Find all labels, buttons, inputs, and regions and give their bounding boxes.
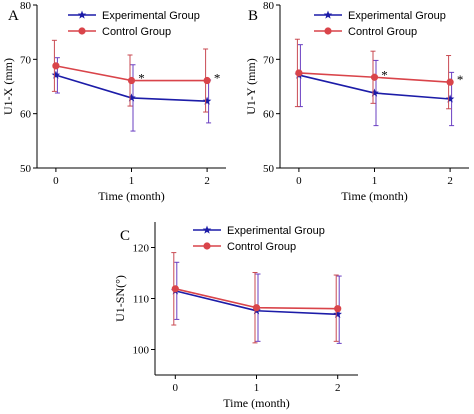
data-point-star	[445, 94, 455, 103]
series-control	[51, 39, 211, 113]
y-tick-label: 70	[20, 54, 32, 66]
y-tick-label: 60	[20, 109, 32, 121]
legend-circle-icon	[203, 242, 211, 250]
data-point-circle	[52, 62, 60, 70]
legend-star-icon	[77, 10, 87, 19]
y-tick-label: 80	[263, 0, 275, 12]
y-axis-title: U1-Y (mm)	[244, 58, 258, 115]
x-tick-label: 1	[372, 175, 378, 187]
legend: Experimental Group Control Group	[314, 10, 446, 38]
series-experimental	[51, 57, 212, 132]
series-control	[171, 252, 342, 344]
series-experimental	[294, 44, 455, 127]
data-point-star	[370, 88, 379, 97]
series-experimental	[171, 261, 342, 344]
chart-panel-b: 50 60 70 80 0 1 2 Time (month) U1-Y (mm) B * * Exper…	[244, 0, 469, 203]
data-point-circle	[252, 304, 261, 312]
legend-star-icon	[323, 10, 333, 19]
x-axis-title: Time (month)	[341, 189, 408, 203]
legend-label-experimental: Experimental Group	[227, 225, 325, 237]
chart-panel-c: 100 110 120 0 1 2 Time (month) U1-SN(°) C Experim…	[113, 222, 358, 410]
x-tick-label: 2	[204, 175, 210, 187]
y-tick-label: 80	[20, 0, 32, 12]
panel-letter: C	[120, 228, 130, 244]
y-tick-label: 60	[263, 109, 275, 121]
data-point-circle	[203, 76, 211, 85]
chart-panel-a: 50 60 70 80 0 1 2 Time (month) U1-X (mm) A * * Exper…	[1, 0, 226, 203]
x-tick-label: 0	[53, 175, 59, 187]
y-tick-label: 120	[133, 243, 150, 255]
y-axis-title: U1-X (mm)	[1, 58, 15, 115]
x-tick-label: 1	[254, 382, 260, 394]
x-axis-title: Time (month)	[223, 396, 290, 410]
y-tick-label: 50	[263, 163, 275, 175]
legend-label-control: Control Group	[348, 26, 417, 38]
x-tick-label: 2	[335, 382, 341, 394]
data-point-star	[127, 93, 136, 102]
data-point-circle	[171, 285, 179, 293]
data-point-star	[51, 70, 61, 79]
data-point-star	[333, 309, 342, 318]
legend: Experimental Group Control Group	[193, 225, 325, 253]
y-tick-label: 50	[20, 163, 32, 175]
legend-star-icon	[202, 225, 212, 234]
x-tick-label: 0	[296, 175, 302, 187]
data-point-circle	[446, 78, 454, 86]
series-control	[294, 38, 454, 110]
legend: Experimental Group Control Group	[68, 10, 200, 38]
significance-marker: *	[214, 71, 221, 86]
y-tick-label: 110	[133, 294, 150, 306]
x-axis-title: Time (month)	[98, 189, 165, 203]
legend-label-experimental: Experimental Group	[348, 10, 446, 22]
data-point-circle	[295, 69, 303, 77]
data-point-circle	[370, 73, 379, 81]
panel-letter: B	[248, 8, 258, 24]
panel-letter: A	[8, 8, 19, 24]
y-tick-label: 100	[133, 345, 150, 357]
x-tick-label: 1	[129, 175, 135, 187]
data-point-circle	[127, 76, 136, 85]
significance-marker: *	[457, 72, 464, 87]
legend-circle-icon	[78, 27, 86, 35]
data-point-star	[202, 96, 212, 105]
significance-marker: *	[138, 71, 145, 86]
legend-circle-icon	[324, 27, 332, 35]
x-tick-label: 0	[173, 382, 179, 394]
y-tick-label: 70	[263, 54, 275, 66]
legend-label-control: Control Group	[227, 241, 296, 253]
legend-label-control: Control Group	[102, 26, 171, 38]
x-tick-label: 2	[447, 175, 453, 187]
significance-marker: *	[381, 67, 388, 82]
data-point-circle	[334, 305, 342, 313]
legend-label-experimental: Experimental Group	[102, 10, 200, 22]
y-axis-title: U1-SN(°)	[113, 275, 127, 322]
